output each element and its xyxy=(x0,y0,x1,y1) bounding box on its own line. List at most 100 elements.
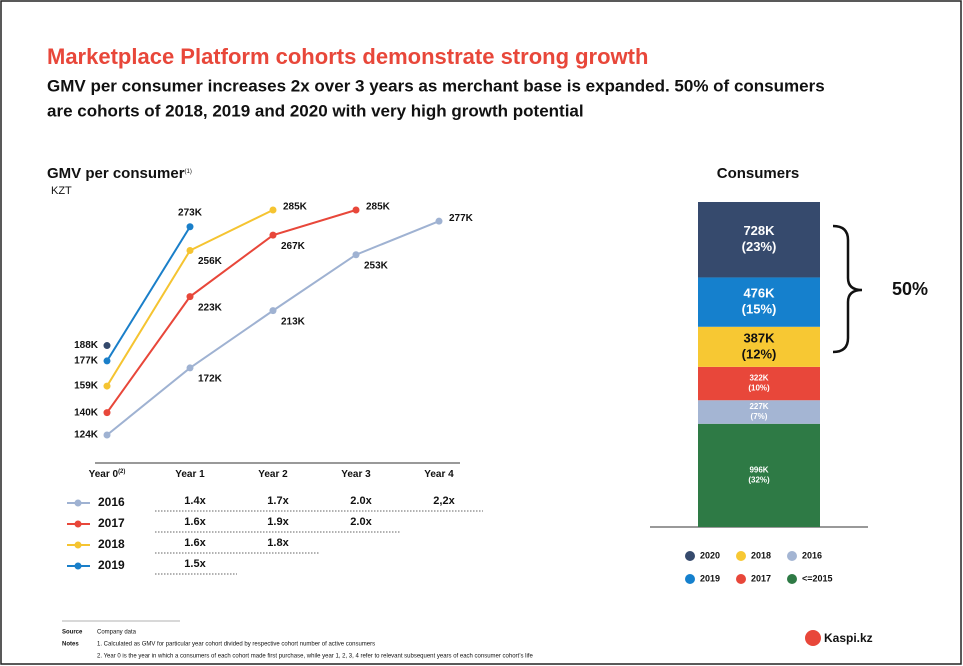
x-tick-text: Year 1 xyxy=(175,469,205,480)
point xyxy=(435,217,443,225)
data-label: 140K xyxy=(74,407,99,418)
series-line xyxy=(106,226,191,362)
bar-segment xyxy=(698,277,820,327)
point xyxy=(103,357,111,365)
point xyxy=(269,307,277,315)
legend-label: 2016 xyxy=(802,550,822,560)
subtitle: GMV per consumer increases 2x over 3 yea… xyxy=(47,76,825,95)
segment-percent-label: (10%) xyxy=(748,384,770,393)
point xyxy=(103,431,111,439)
segment-value-label: 728K xyxy=(743,223,775,238)
data-label: 277K xyxy=(449,213,474,224)
point xyxy=(352,206,360,214)
legend-label: 2017 xyxy=(751,573,771,583)
segment-value-label: 476K xyxy=(743,286,775,301)
multiple: 1.6x xyxy=(184,516,206,528)
legend-label: 2018 xyxy=(98,537,125,551)
bar-segment xyxy=(698,400,820,424)
multiple: 1.4x xyxy=(184,495,206,507)
legend-dot xyxy=(74,541,82,549)
data-label: 188K xyxy=(74,340,99,351)
point xyxy=(352,251,360,259)
multiple: 1.8x xyxy=(267,537,289,549)
bar-segment xyxy=(698,423,820,527)
legend-dot xyxy=(685,574,695,584)
data-label: 124K xyxy=(74,430,99,441)
data-label: 256K xyxy=(198,256,223,267)
data-label: 253K xyxy=(364,260,389,271)
x-tick-text: Year 4 xyxy=(424,469,454,480)
segment-value-label: 996K xyxy=(749,465,768,474)
x-tick-label: Year 4 xyxy=(424,469,454,480)
title-text: GMV per consumer xyxy=(47,165,185,182)
line-chart-title: GMV per consumer(1) xyxy=(47,165,192,182)
legend-dot xyxy=(787,574,797,584)
source-label: Source xyxy=(62,630,83,636)
x-tick-text: Year 3 xyxy=(341,469,371,480)
point xyxy=(103,382,111,390)
point xyxy=(186,364,194,372)
segment-percent-label: (7%) xyxy=(751,412,768,421)
point xyxy=(103,409,111,417)
notes-label: Notes xyxy=(62,642,79,648)
legend-dot xyxy=(787,551,797,561)
legend-dot xyxy=(74,520,82,528)
legend-label: 2019 xyxy=(98,558,125,572)
legend-label: 2020 xyxy=(700,550,720,560)
multiple: 1.7x xyxy=(267,495,289,507)
note: 2. Year 0 is the year in which a consume… xyxy=(97,654,533,660)
segment-percent-label: (23%) xyxy=(742,239,777,254)
data-label: 223K xyxy=(198,302,223,313)
x-tick-note: (2) xyxy=(118,469,125,475)
point xyxy=(269,231,277,239)
x-tick-label: Year 1 xyxy=(175,469,205,480)
legend-label: 2018 xyxy=(751,550,771,560)
x-tick-label: Year 0(2) xyxy=(89,469,126,480)
point xyxy=(103,342,111,350)
unit: KZT xyxy=(51,185,72,197)
bar-chart-title: Consumers xyxy=(717,165,800,182)
data-label: 285K xyxy=(283,202,308,213)
multiple: 2.0x xyxy=(350,495,372,507)
data-label: 213K xyxy=(281,316,306,327)
x-tick-text: Year 0 xyxy=(89,469,119,480)
legend-label: 2016 xyxy=(98,495,125,509)
legend-dot xyxy=(685,551,695,561)
x-tick-label: Year 2 xyxy=(258,469,288,480)
multiple: 2.0x xyxy=(350,516,372,528)
legend-label: 2019 xyxy=(700,573,720,583)
segment-value-label: 227K xyxy=(749,402,768,411)
point xyxy=(186,247,194,255)
multiple: 1.5x xyxy=(184,558,206,570)
logo-icon xyxy=(805,630,821,646)
data-label: 285K xyxy=(366,202,391,213)
data-label: 273K xyxy=(178,207,203,218)
title: Marketplace Platform cohorts demonstrate… xyxy=(47,44,648,69)
x-tick-label: Year 3 xyxy=(341,469,371,480)
series-line xyxy=(106,209,357,414)
segment-percent-label: (15%) xyxy=(742,302,777,317)
legend-dot xyxy=(736,551,746,561)
point xyxy=(186,293,194,301)
note: 1. Calculated as GMV for particular year… xyxy=(97,642,375,648)
source: Company data xyxy=(97,630,137,636)
bar-segment xyxy=(698,202,820,278)
point xyxy=(269,206,277,214)
multiple: 2,2x xyxy=(433,495,455,507)
legend-dot xyxy=(736,574,746,584)
subtitle: are cohorts of 2018, 2019 and 2020 with … xyxy=(47,101,584,120)
segment-value-label: 322K xyxy=(749,374,768,383)
data-label: 267K xyxy=(281,241,306,252)
data-label: 159K xyxy=(74,381,99,392)
multiple: 1.9x xyxy=(267,516,289,528)
title-note: (1) xyxy=(185,169,192,175)
x-tick-text: Year 2 xyxy=(258,469,288,480)
multiple: 1.6x xyxy=(184,537,206,549)
legend-label: <=2015 xyxy=(802,573,833,583)
legend-label: 2017 xyxy=(98,516,125,530)
segment-percent-label: (12%) xyxy=(742,346,777,361)
bar-segment xyxy=(698,326,820,367)
data-label: 172K xyxy=(198,374,223,385)
segment-percent-label: (32%) xyxy=(748,475,770,484)
